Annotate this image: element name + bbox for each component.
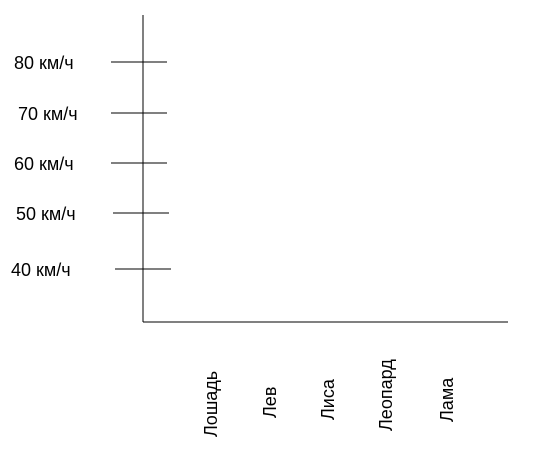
x-category-labels: Лошадь Лев Лиса Леопард Лама	[201, 359, 457, 437]
y-tick: 70 км/ч	[18, 104, 167, 124]
y-ticks: 80 км/ч 70 км/ч 60 км/ч 50 км/ч 40 км/ч	[11, 53, 171, 280]
y-tick-label: 70 км/ч	[18, 104, 78, 124]
y-tick-label: 80 км/ч	[14, 53, 74, 73]
category-label-lion: Лев	[260, 387, 280, 418]
y-tick-label: 60 км/ч	[14, 154, 74, 174]
category-label-fox: Лиса	[318, 378, 338, 420]
category-label-llama: Лама	[437, 377, 457, 422]
category-label-horse: Лошадь	[201, 371, 221, 437]
category-label-leopard: Леопард	[376, 359, 396, 431]
y-tick-label: 50 км/ч	[16, 204, 76, 224]
y-tick: 80 км/ч	[14, 53, 167, 73]
y-tick: 60 км/ч	[14, 154, 167, 174]
y-tick: 50 км/ч	[16, 204, 169, 224]
y-tick-label: 40 км/ч	[11, 260, 71, 280]
y-tick: 40 км/ч	[11, 260, 171, 280]
